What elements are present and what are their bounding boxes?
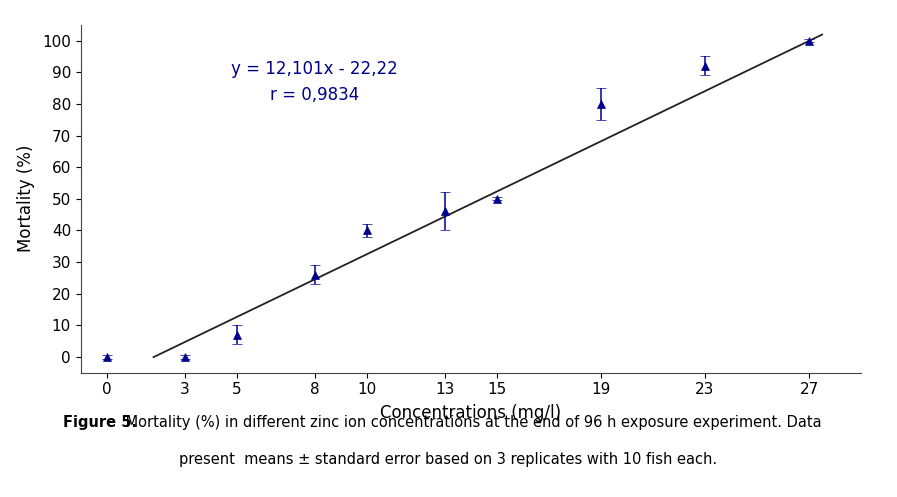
- Text: Mortality (%) in different zinc ion concentrations at the end of 96 h exposure e: Mortality (%) in different zinc ion conc…: [121, 415, 822, 430]
- Y-axis label: Mortality (%): Mortality (%): [17, 145, 35, 252]
- Text: present  means ± standard error based on 3 replicates with 10 fish each.: present means ± standard error based on …: [179, 452, 718, 467]
- X-axis label: Concentrations (mg/l): Concentrations (mg/l): [380, 405, 562, 422]
- Text: Figure 5.: Figure 5.: [63, 415, 137, 430]
- Text: y = 12,101x - 22,22
r = 0,9834: y = 12,101x - 22,22 r = 0,9834: [231, 60, 398, 104]
